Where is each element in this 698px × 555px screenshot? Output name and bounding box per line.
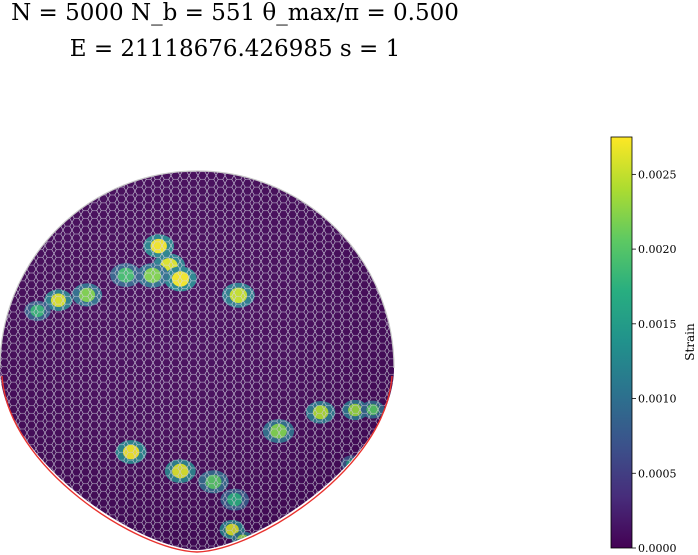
- sphere-surface: [0, 170, 395, 553]
- colorbar-tick-label: 0.0015: [638, 318, 677, 331]
- colorbar-gradient: [610, 136, 633, 549]
- cap-boundary-line: [1, 375, 393, 553]
- colorbar-ticks: 0.0000 0.0005 0.0010 0.0015 0.0020 0.0025: [632, 168, 677, 555]
- sphere-shading: [0, 171, 394, 550]
- colorbar-tick-label: 0.0005: [638, 467, 677, 480]
- colorbar: 0.0000 0.0005 0.0010 0.0015 0.0020 0.0025 Str…: [610, 136, 697, 555]
- colorbar-label: Strain: [683, 323, 697, 361]
- chart-title-line-1: N = 5000 N_b = 551 θ_max/π = 0.500: [11, 0, 459, 26]
- colorbar-tick-label: 0.0000: [638, 542, 677, 555]
- chart-title-line-2: E = 21118676.426985 s = 1: [69, 36, 401, 62]
- sphere-rim: [0, 170, 395, 369]
- colorbar-tick-label: 0.0025: [638, 168, 677, 181]
- colorbar-tick-label: 0.0010: [638, 393, 677, 406]
- colorbar-tick-label: 0.0020: [638, 243, 677, 256]
